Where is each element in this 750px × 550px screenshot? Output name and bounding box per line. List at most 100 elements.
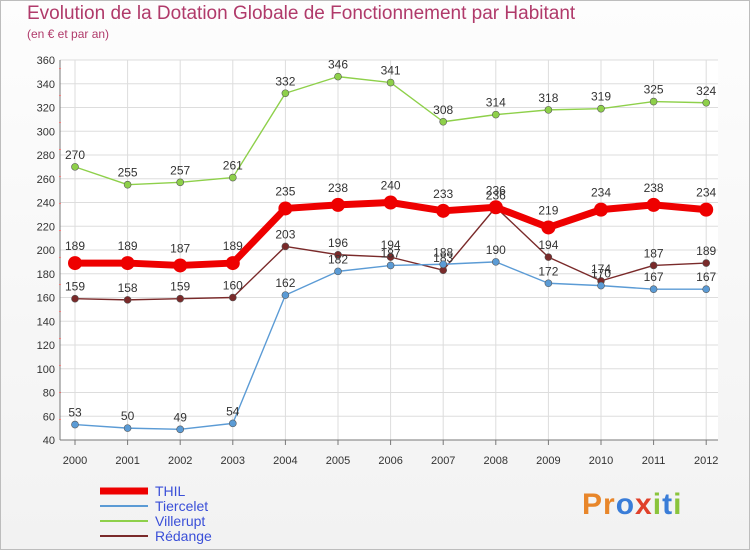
y-tick-label: 80 [43, 388, 55, 400]
data-point-villerupt [334, 72, 342, 81]
data-point-tiercelet [702, 285, 711, 293]
data-point-tiercelet [71, 420, 79, 429]
data-point-rédange [71, 294, 79, 303]
x-tick-label: 2008 [484, 455, 508, 467]
data-label: 159 [170, 280, 190, 294]
data-label: 308 [433, 103, 453, 117]
data-point-rédange [649, 261, 658, 270]
data-label: 170 [591, 267, 611, 281]
data-point-thil [383, 195, 398, 210]
data-label: 270 [65, 148, 85, 162]
data-label: 236 [486, 183, 506, 197]
data-point-villerupt [544, 106, 553, 114]
data-point-rédange [123, 296, 132, 304]
data-point-thil [699, 202, 714, 217]
data-label: 189 [118, 239, 138, 253]
data-label: 189 [65, 239, 85, 253]
y-tick-label: 240 [37, 198, 55, 210]
data-point-tiercelet [281, 291, 290, 299]
data-label: 257 [170, 163, 190, 177]
data-label: 187 [644, 246, 664, 260]
data-label: 53 [68, 406, 82, 420]
data-label: 49 [174, 410, 188, 424]
data-point-thil [488, 200, 503, 215]
data-label: 187 [170, 241, 190, 255]
data-point-villerupt [702, 98, 711, 107]
data-point-rédange [544, 253, 553, 261]
data-label: 238 [328, 181, 348, 195]
data-point-villerupt [71, 163, 79, 171]
data-label: 159 [65, 280, 85, 294]
y-tick-label: 260 [37, 174, 55, 186]
y-tick-label: 160 [37, 293, 55, 305]
data-label: 319 [591, 90, 611, 104]
logo-letter: i [652, 488, 663, 521]
data-point-tiercelet [176, 425, 184, 434]
data-point-tiercelet [123, 424, 132, 432]
x-tick-label: 2005 [326, 455, 350, 467]
data-point-tiercelet [334, 267, 342, 276]
data-label: 172 [538, 264, 558, 278]
data-label: 341 [381, 64, 401, 78]
data-point-thil [173, 258, 188, 273]
data-label: 255 [118, 166, 138, 180]
logo-letter: i [673, 488, 683, 521]
data-label: 236 [486, 188, 506, 202]
y-tick-label: 100 [37, 364, 55, 376]
data-label: 189 [696, 244, 716, 258]
data-point-tiercelet [386, 261, 395, 270]
y-tick-label: 280 [37, 150, 55, 162]
data-point-tiercelet [439, 260, 448, 269]
data-label: 324 [696, 84, 716, 98]
data-point-thil [120, 256, 135, 271]
data-label: 158 [118, 281, 138, 295]
x-tick-label: 2004 [273, 455, 297, 467]
data-point-thil [331, 197, 345, 212]
data-point-tiercelet [544, 279, 553, 288]
data-label: 189 [223, 239, 243, 253]
data-label: 174 [591, 262, 611, 276]
y-tick-label: 320 [37, 103, 55, 115]
data-label: 238 [644, 181, 664, 195]
data-label: 182 [328, 252, 348, 266]
data-label: 167 [644, 270, 664, 284]
data-point-tiercelet [597, 281, 605, 290]
data-point-rédange [176, 294, 184, 303]
x-tick-label: 2011 [642, 455, 666, 467]
x-tick-label: 2009 [536, 455, 560, 467]
data-label: 234 [591, 186, 611, 200]
x-tick-label: 2000 [63, 455, 87, 467]
y-tick-label: 40 [43, 435, 55, 447]
data-label: 194 [381, 238, 401, 252]
data-label: 203 [275, 227, 295, 241]
data-point-villerupt [176, 178, 184, 187]
y-tick-label: 220 [37, 221, 55, 233]
chart-subtitle: (en € et par an) [27, 27, 110, 41]
data-point-rédange [334, 250, 342, 259]
data-label: 183 [433, 251, 453, 265]
data-label: 50 [121, 409, 135, 423]
data-point-villerupt [123, 180, 132, 189]
data-label: 219 [538, 203, 558, 217]
x-tick-label: 2003 [221, 455, 245, 467]
data-point-tiercelet [229, 419, 237, 428]
y-tick-label: 300 [37, 126, 55, 138]
legend-label-tiercelet: Tiercelet [155, 498, 208, 514]
data-label: 167 [696, 270, 716, 284]
data-point-villerupt [281, 89, 290, 98]
data-point-thil [646, 197, 661, 212]
data-label: 325 [644, 83, 664, 97]
logo-letter: x [635, 488, 653, 521]
data-point-tiercelet [649, 285, 658, 293]
y-tick-label: 200 [37, 245, 55, 257]
logo-letter: P [582, 488, 604, 521]
data-label: 187 [381, 246, 401, 260]
data-point-villerupt [649, 97, 658, 106]
data-label: 346 [328, 58, 348, 72]
data-point-rédange [281, 242, 290, 251]
data-point-rédange [702, 259, 711, 267]
data-point-thil [541, 220, 556, 235]
data-point-thil [278, 201, 293, 216]
data-point-villerupt [491, 110, 500, 119]
data-label: 261 [223, 159, 243, 173]
